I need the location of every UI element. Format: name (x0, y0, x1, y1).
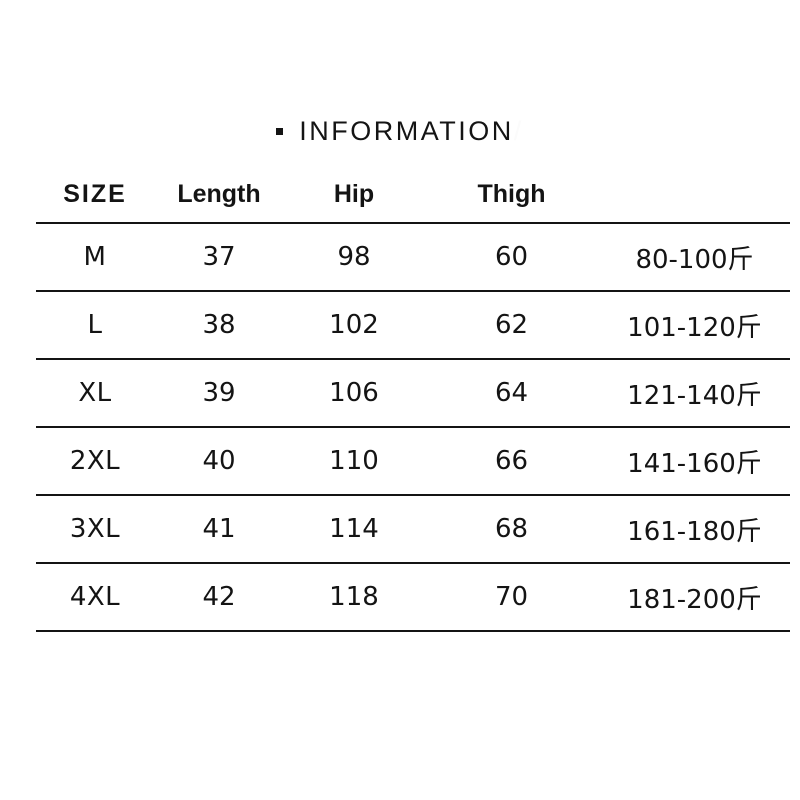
cell-size: 4XL (36, 563, 154, 632)
table-header: SIZE Length Hip Thigh (36, 170, 790, 224)
cell-size: L (36, 291, 154, 360)
table-row: 2XL 40 110 66 141-160斤 (36, 427, 790, 496)
cell-thigh: 68 (424, 495, 599, 564)
square-bullet-icon (276, 128, 284, 135)
cell-size: XL (36, 359, 154, 428)
cell-weight: 121-140斤 (599, 359, 790, 428)
cell-length: 42 (154, 563, 284, 632)
table-row: 4XL 42 118 70 181-200斤 (36, 563, 790, 632)
table-row: M 37 98 60 80-100斤 (36, 223, 790, 292)
cell-thigh: 60 (424, 223, 599, 292)
column-header-length: Length (154, 170, 284, 224)
cell-length: 37 (154, 223, 284, 292)
cell-hip: 106 (284, 359, 424, 428)
page-title-tail: / (513, 116, 524, 146)
cell-weight: 80-100斤 (599, 223, 790, 292)
cell-size: 2XL (36, 427, 154, 496)
cell-weight: 101-120斤 (599, 291, 790, 360)
column-header-size: SIZE (36, 170, 154, 224)
cell-hip: 118 (284, 563, 424, 632)
cell-length: 38 (154, 291, 284, 360)
column-header-hip: Hip (284, 170, 424, 224)
cell-weight: 161-180斤 (599, 495, 790, 564)
cell-hip: 110 (284, 427, 424, 496)
table-header-row: SIZE Length Hip Thigh (36, 170, 790, 224)
cell-thigh: 64 (424, 359, 599, 428)
page-title: INFORMATION / (0, 118, 800, 145)
cell-weight: 141-160斤 (599, 427, 790, 496)
page-title-text: INFORMATION (299, 116, 514, 146)
table-row: XL 39 106 64 121-140斤 (36, 359, 790, 428)
column-header-weight (599, 170, 790, 224)
cell-thigh: 62 (424, 291, 599, 360)
table-row: L 38 102 62 101-120斤 (36, 291, 790, 360)
cell-length: 40 (154, 427, 284, 496)
cell-size: M (36, 223, 154, 292)
cell-length: 41 (154, 495, 284, 564)
cell-hip: 114 (284, 495, 424, 564)
table-row: 3XL 41 114 68 161-180斤 (36, 495, 790, 564)
cell-hip: 98 (284, 223, 424, 292)
cell-size: 3XL (36, 495, 154, 564)
table-body: M 37 98 60 80-100斤 L 38 102 62 101-120斤 … (36, 223, 790, 632)
cell-thigh: 70 (424, 563, 599, 632)
cell-weight: 181-200斤 (599, 563, 790, 632)
cell-hip: 102 (284, 291, 424, 360)
cell-thigh: 66 (424, 427, 599, 496)
size-information-table: SIZE Length Hip Thigh M 37 98 60 80-100斤… (36, 170, 790, 632)
column-header-thigh: Thigh (424, 170, 599, 224)
cell-length: 39 (154, 359, 284, 428)
